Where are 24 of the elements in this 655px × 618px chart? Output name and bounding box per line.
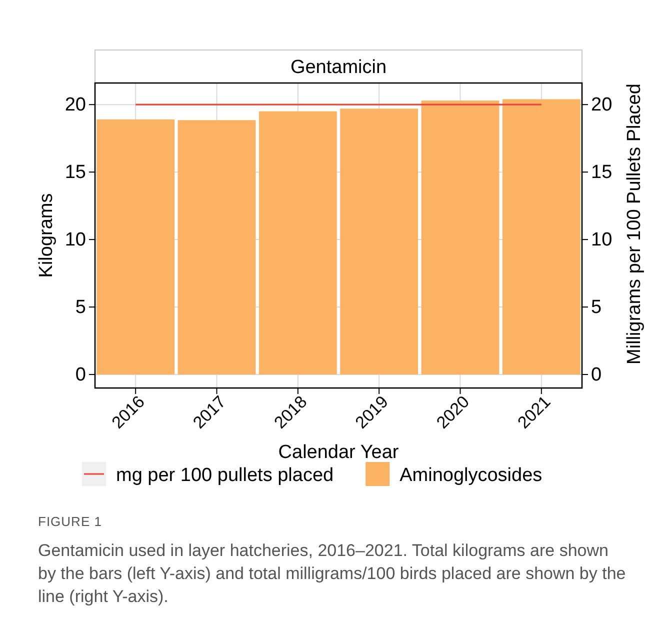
bar: [258, 111, 337, 375]
bar: [340, 108, 418, 375]
y-tick-label: 20: [64, 94, 86, 116]
caption: FIGURE 1: [38, 514, 102, 529]
y-tick-label: 5: [75, 297, 86, 318]
y-axis-title: Kilograms: [36, 193, 57, 278]
x-axis-title: Calendar Year: [278, 442, 400, 463]
bar: [178, 120, 256, 375]
y-tick-label: 15: [64, 162, 86, 184]
y2-tick-label: 0: [591, 364, 602, 386]
y-tick-label: 10: [64, 230, 86, 251]
y-tick-label: 0: [75, 364, 86, 386]
bar: [502, 99, 580, 375]
y2-tick-label: 20: [591, 94, 612, 116]
y2-tick-label: 10: [591, 230, 612, 251]
y2-tick-label: 5: [591, 297, 602, 318]
bar: [96, 119, 175, 375]
y2-axis-title: Milligrams per 100 Pullets Placed: [624, 84, 645, 364]
text: Gentamicin used in layer hatcheries, 2016–2021. Total kilograms are shown by the bars (left Y-axis) and total milligrams/100 birds placed are shown by the line (right Y-axis).: [38, 541, 626, 606]
chart-title: Gentamicin: [290, 57, 387, 78]
y2-tick-label: 15: [591, 162, 612, 184]
legend-label: mg per 100 pullets placed: [116, 465, 334, 486]
legend-label: Aminoglycosides: [400, 465, 542, 486]
bar: [421, 100, 500, 375]
